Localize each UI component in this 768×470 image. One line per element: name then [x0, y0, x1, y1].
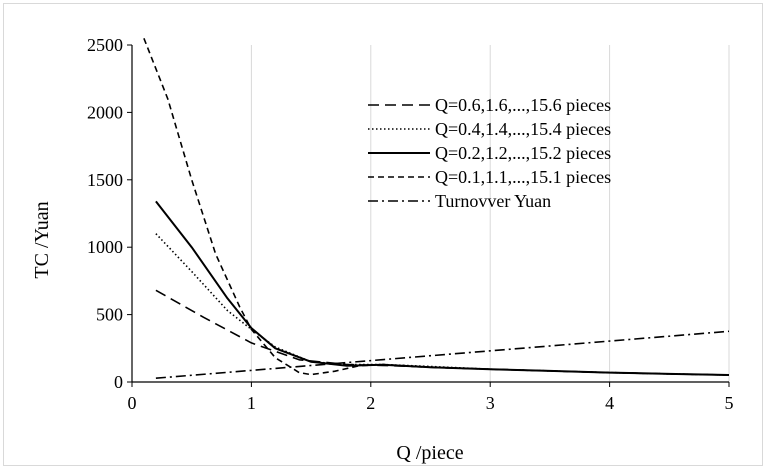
legend: Q=0.6,1.6,...,15.6 pieces Q=0.4,1.4,...,1… — [368, 95, 611, 211]
series-line-2 — [155, 233, 730, 376]
y-tick-label: 500 — [96, 305, 123, 325]
legend-label-3: Q=0.2,1.2,...,15.2 pieces — [435, 143, 611, 163]
y-tick-label: 1500 — [87, 170, 123, 190]
series-line-1 — [155, 289, 730, 376]
y-tick-label: 2000 — [87, 102, 123, 122]
axes — [127, 44, 730, 387]
legend-label-4: Q=0.1,1.1,...,15.1 pieces — [435, 167, 611, 187]
x-tick-label: 3 — [486, 393, 495, 413]
x-axis-title: Q /piece — [396, 442, 463, 464]
series-line-3 — [155, 200, 730, 376]
series-line-4 — [143, 38, 730, 376]
x-tick-label: 4 — [605, 393, 614, 413]
legend-label-2: Q=0.4,1.4,...,15.4 pieces — [435, 119, 611, 139]
x-tick-label: 1 — [247, 393, 256, 413]
x-tick-label: 2 — [366, 393, 375, 413]
grid-lines — [250, 45, 730, 382]
tick-labels: 0 500 1000 1500 2000 2500 0 1 2 3 4 5 — [87, 35, 734, 413]
series-line-5 — [155, 330, 730, 379]
y-tick-label: 1000 — [87, 237, 123, 257]
chart-frame — [3, 3, 763, 466]
y-axis-title: TC /Yuan — [31, 201, 53, 278]
x-tick-label: 5 — [725, 393, 734, 413]
y-tick-label: 2500 — [87, 35, 123, 55]
legend-label-5: Turnovver Yuan — [435, 191, 551, 211]
x-tick-label: 0 — [128, 393, 137, 413]
y-tick-label: 0 — [114, 372, 123, 392]
legend-label-1: Q=0.6,1.6,...,15.6 pieces — [435, 95, 611, 115]
series-lines — [143, 38, 730, 379]
